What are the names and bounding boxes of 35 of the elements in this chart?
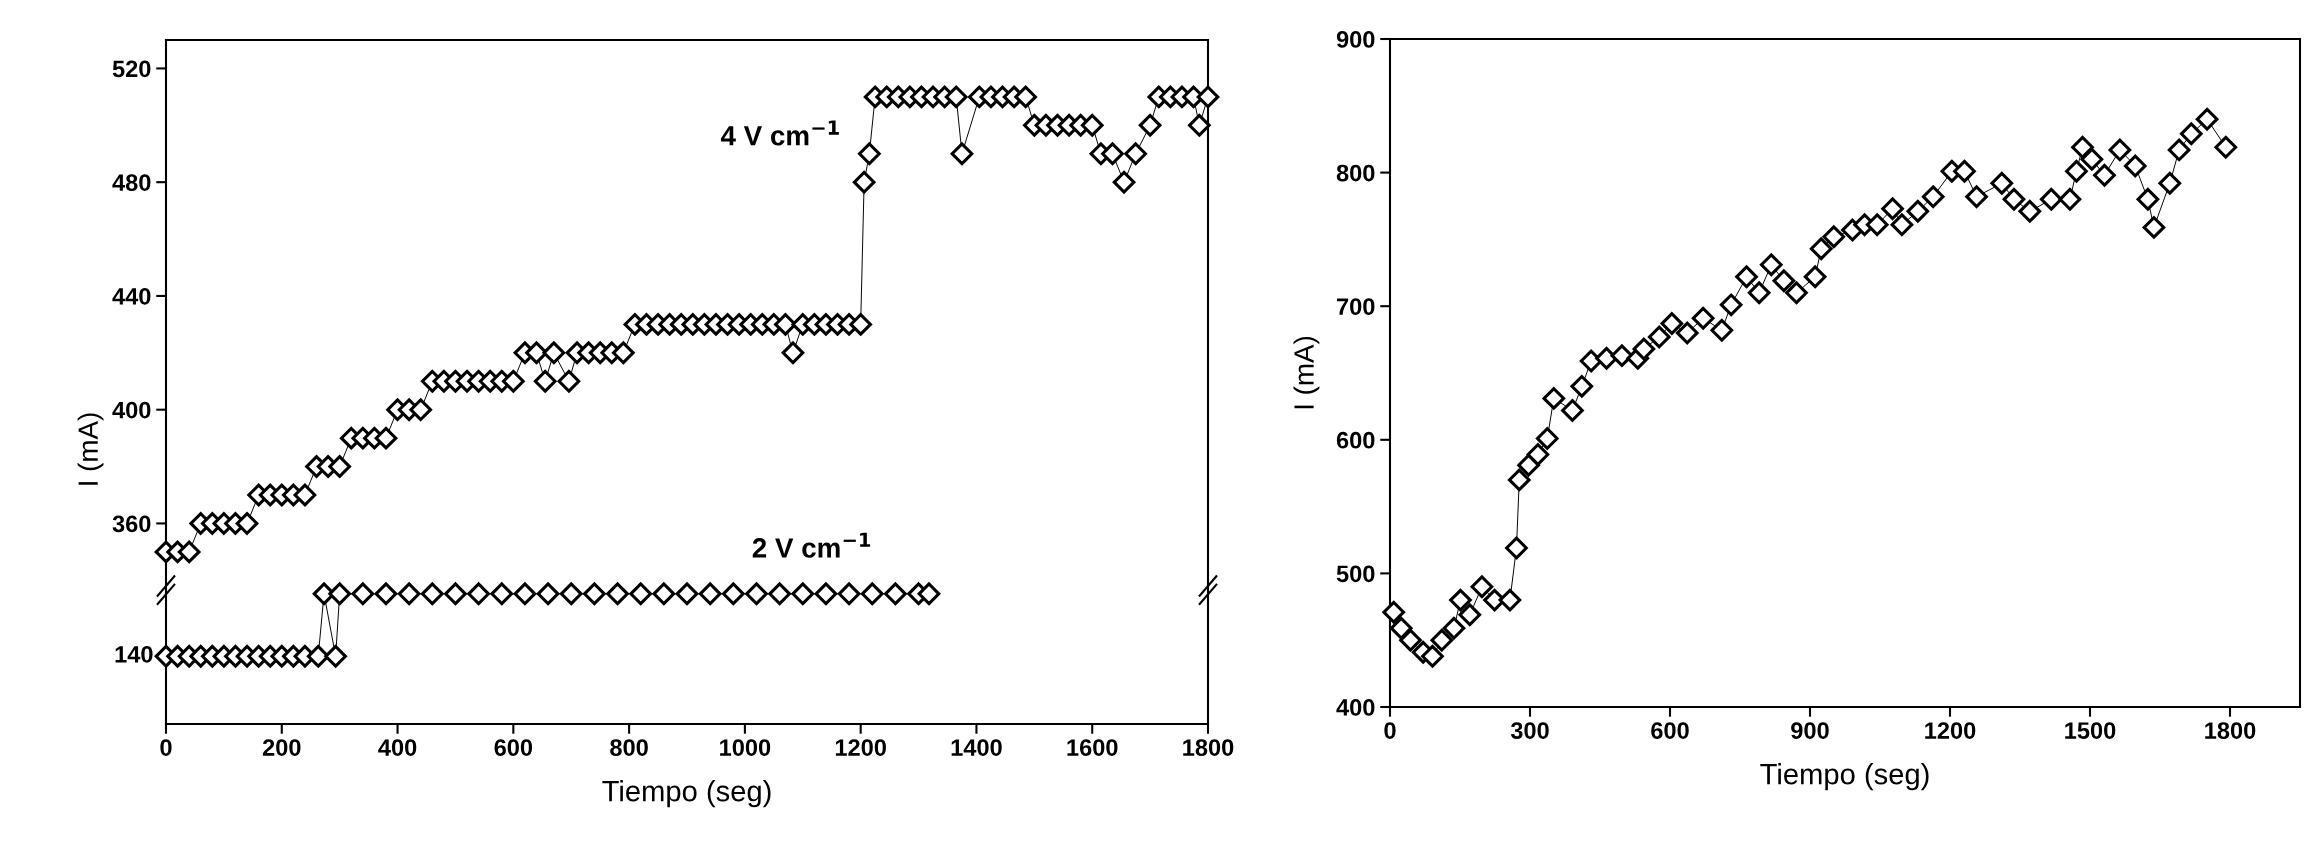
x-tick-label: 1500	[2065, 722, 2116, 739]
annotation: 4 V cm$^{−1}$	[720, 120, 839, 146]
y-tick-label: 400	[112, 401, 151, 419]
y-tick-label: 360	[112, 515, 151, 533]
y-tick-label: 480	[112, 174, 151, 191]
x-tick-label: 800	[610, 739, 648, 756]
annotation: 2 V cm$^{−1}$	[752, 532, 871, 558]
x-tick-label: 600	[1651, 722, 1689, 739]
y-tick-label: 400	[1336, 699, 1375, 716]
x-tick-label: 0	[160, 739, 172, 756]
x-tick-label: 400	[378, 739, 417, 756]
y-tick-label: 600	[1336, 431, 1375, 449]
x-tick-label: 1600	[1067, 739, 1118, 756]
text: 140	[115, 646, 153, 663]
y-tick-label: 520	[112, 60, 151, 78]
x-tick-label: 300	[1510, 722, 1549, 739]
x-tick-label: 1200	[835, 739, 886, 756]
x-tick-label: 200	[262, 739, 301, 756]
y-tick-label: 500	[1336, 565, 1375, 583]
x-tick-label: 900	[1791, 722, 1829, 739]
y-tick-label: 800	[1336, 164, 1375, 182]
x-tick-label: 1800	[1183, 739, 1234, 756]
y-tick-label: 440	[112, 288, 151, 305]
x-tick-label: 1800	[2205, 722, 2256, 739]
y-tick-label: 900	[1336, 31, 1375, 48]
x-tick-label: 0	[1384, 722, 1396, 739]
x-axis-title: Tiempo (seg)	[602, 780, 771, 808]
x-tick-label: 1200	[1925, 722, 1976, 739]
x-tick-label: 1400	[951, 739, 1002, 756]
y-axis-title: I (mA)	[1293, 336, 1320, 409]
x-tick-label: 600	[494, 739, 533, 756]
x-axis-title: Tiempo (seg)	[1760, 763, 1929, 791]
y-tick-label: 700	[1337, 298, 1375, 315]
y-axis-title: I (mA)	[77, 413, 104, 485]
x-tick-label: 1000	[720, 739, 771, 756]
